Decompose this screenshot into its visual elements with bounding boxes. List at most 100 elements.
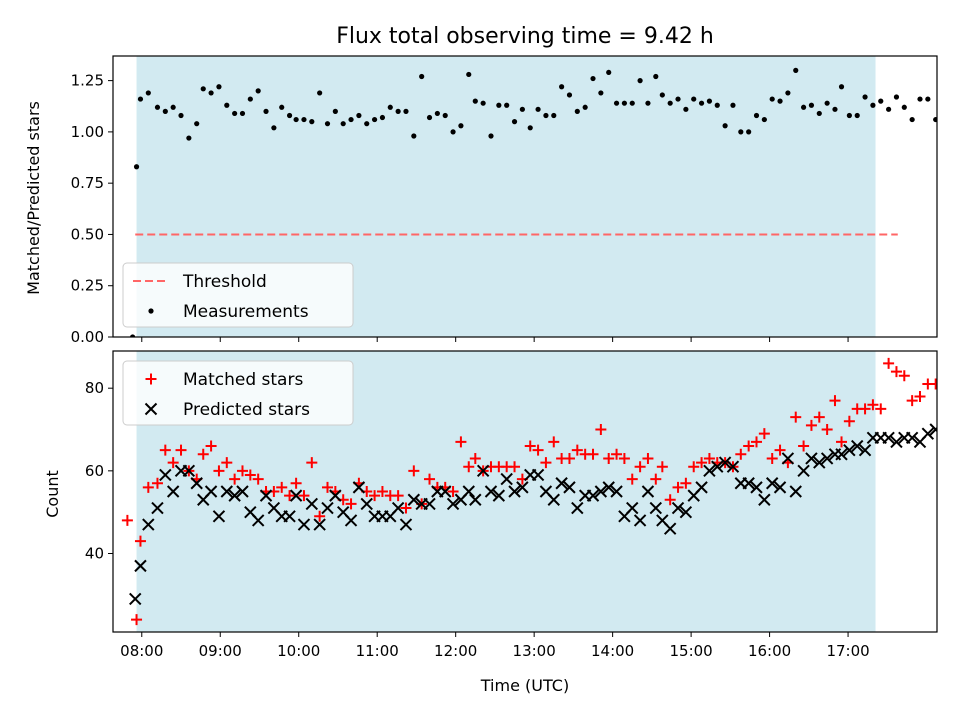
matched-star-point	[376, 486, 388, 497]
matched-star-point	[306, 457, 318, 469]
measurement-point	[496, 102, 502, 108]
matched-star-point	[134, 535, 146, 547]
measurement-point	[761, 116, 767, 123]
matched-star-point	[611, 448, 623, 460]
matched-star-point	[221, 457, 233, 469]
predicted-star-point	[190, 477, 203, 490]
matched-star-point	[213, 465, 225, 477]
matched-star-point	[345, 498, 357, 510]
measurement-point	[232, 110, 238, 117]
predicted-star-point	[142, 518, 155, 531]
predicted-star-point	[843, 443, 856, 457]
measurement-point	[598, 90, 604, 96]
matched-star-point	[898, 370, 910, 382]
measurement-point	[909, 116, 915, 123]
predicted-star-point	[602, 481, 615, 494]
measurement-point	[403, 108, 409, 114]
measurement-point	[691, 96, 697, 102]
predicted-star-point	[305, 497, 319, 511]
matched-star-point	[236, 465, 248, 477]
measurement-point	[332, 108, 338, 114]
measurement-point	[722, 123, 728, 129]
matched-star-point	[703, 452, 715, 464]
legend: Matched stars Predicted stars	[122, 360, 354, 426]
matched-star-point	[322, 481, 334, 493]
measurement-point	[808, 102, 815, 108]
measurement-point	[200, 86, 206, 92]
measurement-point	[621, 100, 628, 106]
measurement-point	[746, 129, 752, 135]
legend-swatch	[144, 402, 158, 416]
predicted-star-point	[289, 489, 303, 502]
predicted-star-point	[182, 464, 196, 478]
matched-star-point	[696, 457, 708, 469]
matched-star-point	[463, 461, 475, 473]
measurement-point	[683, 106, 689, 112]
x-tick-label: 11:00	[356, 642, 399, 660]
measurement-point	[606, 69, 612, 76]
measurement-point	[488, 133, 494, 139]
predicted-star-point	[313, 518, 326, 531]
measurement-point	[730, 102, 736, 108]
measurement-point	[590, 75, 596, 82]
y-tick-label: 1.25	[71, 72, 104, 90]
x-tick-label: 17:00	[826, 642, 869, 660]
predicted-star-point	[516, 481, 529, 494]
predicted-star-point	[446, 497, 460, 511]
matched-star-point	[603, 452, 615, 464]
predicted-star-point	[462, 485, 475, 498]
predicted-star-point	[649, 501, 663, 515]
predicted-star-point	[500, 472, 513, 486]
matched-star-point	[447, 486, 459, 497]
measurement-point	[675, 96, 681, 102]
predicted-star-point	[259, 489, 273, 502]
predicted-star-point	[555, 477, 568, 490]
matched-star-point	[821, 424, 833, 436]
matched-star-point	[205, 440, 217, 452]
bottom-panel: 08:00 09:00 10:00 11:00 12:00 13:00 14:00 15:00…	[85, 350, 938, 660]
matched-star-point	[571, 444, 583, 456]
predicted-star-point	[166, 485, 180, 498]
matched-star-point	[175, 444, 187, 456]
predicted-star-point	[890, 435, 903, 449]
measurement-point	[543, 112, 549, 119]
predicted-star-point	[439, 485, 452, 498]
measurement-point	[551, 112, 557, 119]
y-tick-label: 0.75	[71, 174, 104, 192]
matched-star-point	[906, 395, 918, 407]
predicted-star-point	[905, 431, 919, 444]
x-tick-label: 14:00	[591, 642, 634, 660]
matched-star-point	[509, 461, 521, 473]
measurement-point	[255, 88, 261, 94]
measurement-point	[130, 334, 136, 337]
measurement-point	[137, 96, 144, 102]
measurement-point	[613, 100, 620, 106]
legend-box	[122, 262, 354, 328]
matched-star-point	[469, 452, 481, 464]
measurement-point	[379, 114, 386, 121]
legend-label: Matched stars	[183, 370, 303, 390]
predicted-star-point	[820, 452, 834, 465]
legend-label: Measurements	[183, 302, 309, 322]
matched-star-point	[563, 452, 575, 464]
predicted-star-point	[329, 489, 342, 502]
measurement-point	[559, 84, 565, 90]
measurement-point	[364, 121, 370, 127]
measurement-point	[886, 106, 892, 112]
measurement-point	[504, 102, 510, 108]
matched-star-point	[400, 502, 412, 514]
x-tick-label: 09:00	[199, 642, 242, 660]
predicted-star-point	[773, 481, 787, 494]
predicted-star-point	[835, 448, 848, 461]
measurement-point	[340, 121, 346, 127]
matched-star-point	[618, 452, 630, 464]
y-tick-label: 0.50	[71, 225, 104, 243]
measurement-point	[793, 67, 799, 73]
matched-star-point	[524, 440, 536, 452]
matched-star-point	[890, 366, 902, 378]
axes-frame	[112, 350, 938, 633]
predicted-star-point	[858, 443, 872, 457]
predicted-star-point	[633, 514, 647, 527]
series-predicted-stars	[129, 423, 937, 606]
